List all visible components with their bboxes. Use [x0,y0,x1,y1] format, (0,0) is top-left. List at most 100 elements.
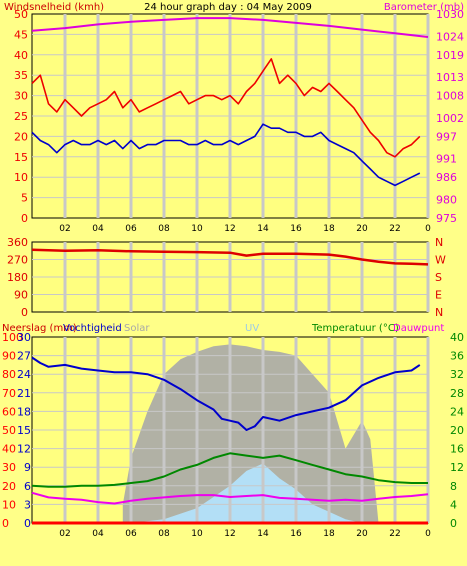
barometer-tick-label: 1013 [436,71,464,84]
x-tick-label: 0 [425,529,431,539]
dewpoint-line [31,491,429,505]
wind-speed-line [31,123,421,187]
humidity-tick-label: 27 [17,350,31,363]
barometer-tick-label: 997 [436,130,457,143]
humidity-axis-title: Vochtigheid [63,323,122,334]
compass-label: N [435,236,443,249]
x-tick-label: 04 [92,529,104,539]
humidity-tick-label: 0 [24,517,31,530]
x-tick-label: 0 [425,224,431,234]
wind-tick-label: 50 [14,8,28,21]
direction-tick-label: 90 [14,289,28,302]
x-tick-label: 08 [158,529,170,539]
temp-tick-label: 4 [450,498,457,511]
compass-label: E [435,289,442,302]
wind-tick-label: 15 [14,151,28,164]
x-tick-label: 20 [356,529,368,539]
x-tick-label: 10 [191,529,203,539]
rain-tick-label: 50 [2,424,16,437]
direction-tick-label: 180 [7,271,28,284]
x-tick-label: 06 [125,224,137,234]
uv-area [131,463,362,523]
barometer-tick-label: 986 [436,171,457,184]
x-tick-label: 22 [389,224,400,234]
x-tick-label: 02 [59,529,70,539]
compass-label: S [435,271,442,284]
wind-axis-title: Windsnelheid (kmh) [4,2,104,13]
humidity-tick-label: 6 [24,480,31,493]
humidity-tick-label: 30 [17,331,31,344]
barometer-tick-label: 1002 [436,112,464,125]
solar-axis-title: Solar [124,323,150,334]
temp-axis-title: Temperatuur (°C) [311,323,399,334]
rain-tick-label: 30 [2,461,16,474]
solar-area [122,344,379,523]
x-tick-label: 12 [224,224,235,234]
humidity-tick-label: 18 [17,405,31,418]
wind-direction-line [31,248,429,266]
temp-tick-label: 20 [450,424,464,437]
rain-tick-label: 70 [2,387,16,400]
x-tick-label: 12 [224,529,235,539]
barometer-tick-label: 980 [436,193,457,206]
temp-tick-label: 8 [450,480,457,493]
compass-label: W [435,254,446,267]
humidity-tick-label: 21 [17,387,31,400]
x-tick-label: 22 [389,529,400,539]
rain-tick-label: 60 [2,405,16,418]
x-tick-label: 14 [257,529,269,539]
barometer-tick-label: 1008 [436,90,464,103]
rain-tick-label: 0 [2,517,9,530]
temp-tick-label: 16 [450,443,464,456]
barometer-tick-label: 991 [436,153,457,166]
x-tick-label: 16 [290,529,302,539]
wind-tick-label: 20 [14,130,28,143]
chart-title: 24 hour graph day : 04 May 2009 [144,2,312,13]
barometer-tick-label: 1024 [436,30,464,43]
wind-tick-label: 5 [21,192,28,205]
humidity-tick-label: 12 [17,443,31,456]
rain-axis-title: Neerslag (mm) [2,323,77,334]
wind-tick-label: 25 [14,110,28,123]
temp-tick-label: 24 [450,405,464,418]
humidity-tick-label: 15 [17,424,31,437]
barometer-tick-label: 1030 [436,8,464,21]
x-tick-label: 10 [191,224,203,234]
wind-tick-label: 45 [14,28,28,41]
x-tick-label: 02 [59,224,70,234]
temperature-line [31,452,428,488]
barometer-line [31,17,429,38]
rain-tick-label: 80 [2,368,16,381]
x-tick-label: 18 [323,529,335,539]
uv-axis-title: UV [245,323,259,334]
rain-tick-label: 10 [2,498,16,511]
temp-tick-label: 32 [450,368,464,381]
humidity-tick-label: 3 [24,498,31,511]
dewpoint-axis-title: Dauwpunt [393,323,444,334]
temp-tick-label: 40 [450,331,464,344]
x-tick-label: 06 [125,529,137,539]
humidity-tick-label: 24 [17,368,31,381]
wind-gust-line [31,58,421,158]
rain-tick-label: 40 [2,443,16,456]
x-tick-label: 04 [92,224,104,234]
x-tick-label: 20 [356,224,368,234]
rain-tick-label: 100 [2,331,23,344]
x-tick-label: 14 [257,224,269,234]
direction-tick-label: 0 [21,306,28,319]
temp-tick-label: 36 [450,350,464,363]
humidity-line [31,356,421,431]
x-tick-label: 18 [323,224,335,234]
temp-tick-label: 12 [450,461,464,474]
temp-tick-label: 0 [450,517,457,530]
x-tick-label: 16 [290,224,302,234]
direction-tick-label: 360 [7,236,28,249]
wind-tick-label: 10 [14,171,28,184]
wind-tick-label: 30 [14,90,28,103]
barometer-axis-title: Barometer (mb) [384,2,464,13]
temp-tick-label: 28 [450,387,464,400]
